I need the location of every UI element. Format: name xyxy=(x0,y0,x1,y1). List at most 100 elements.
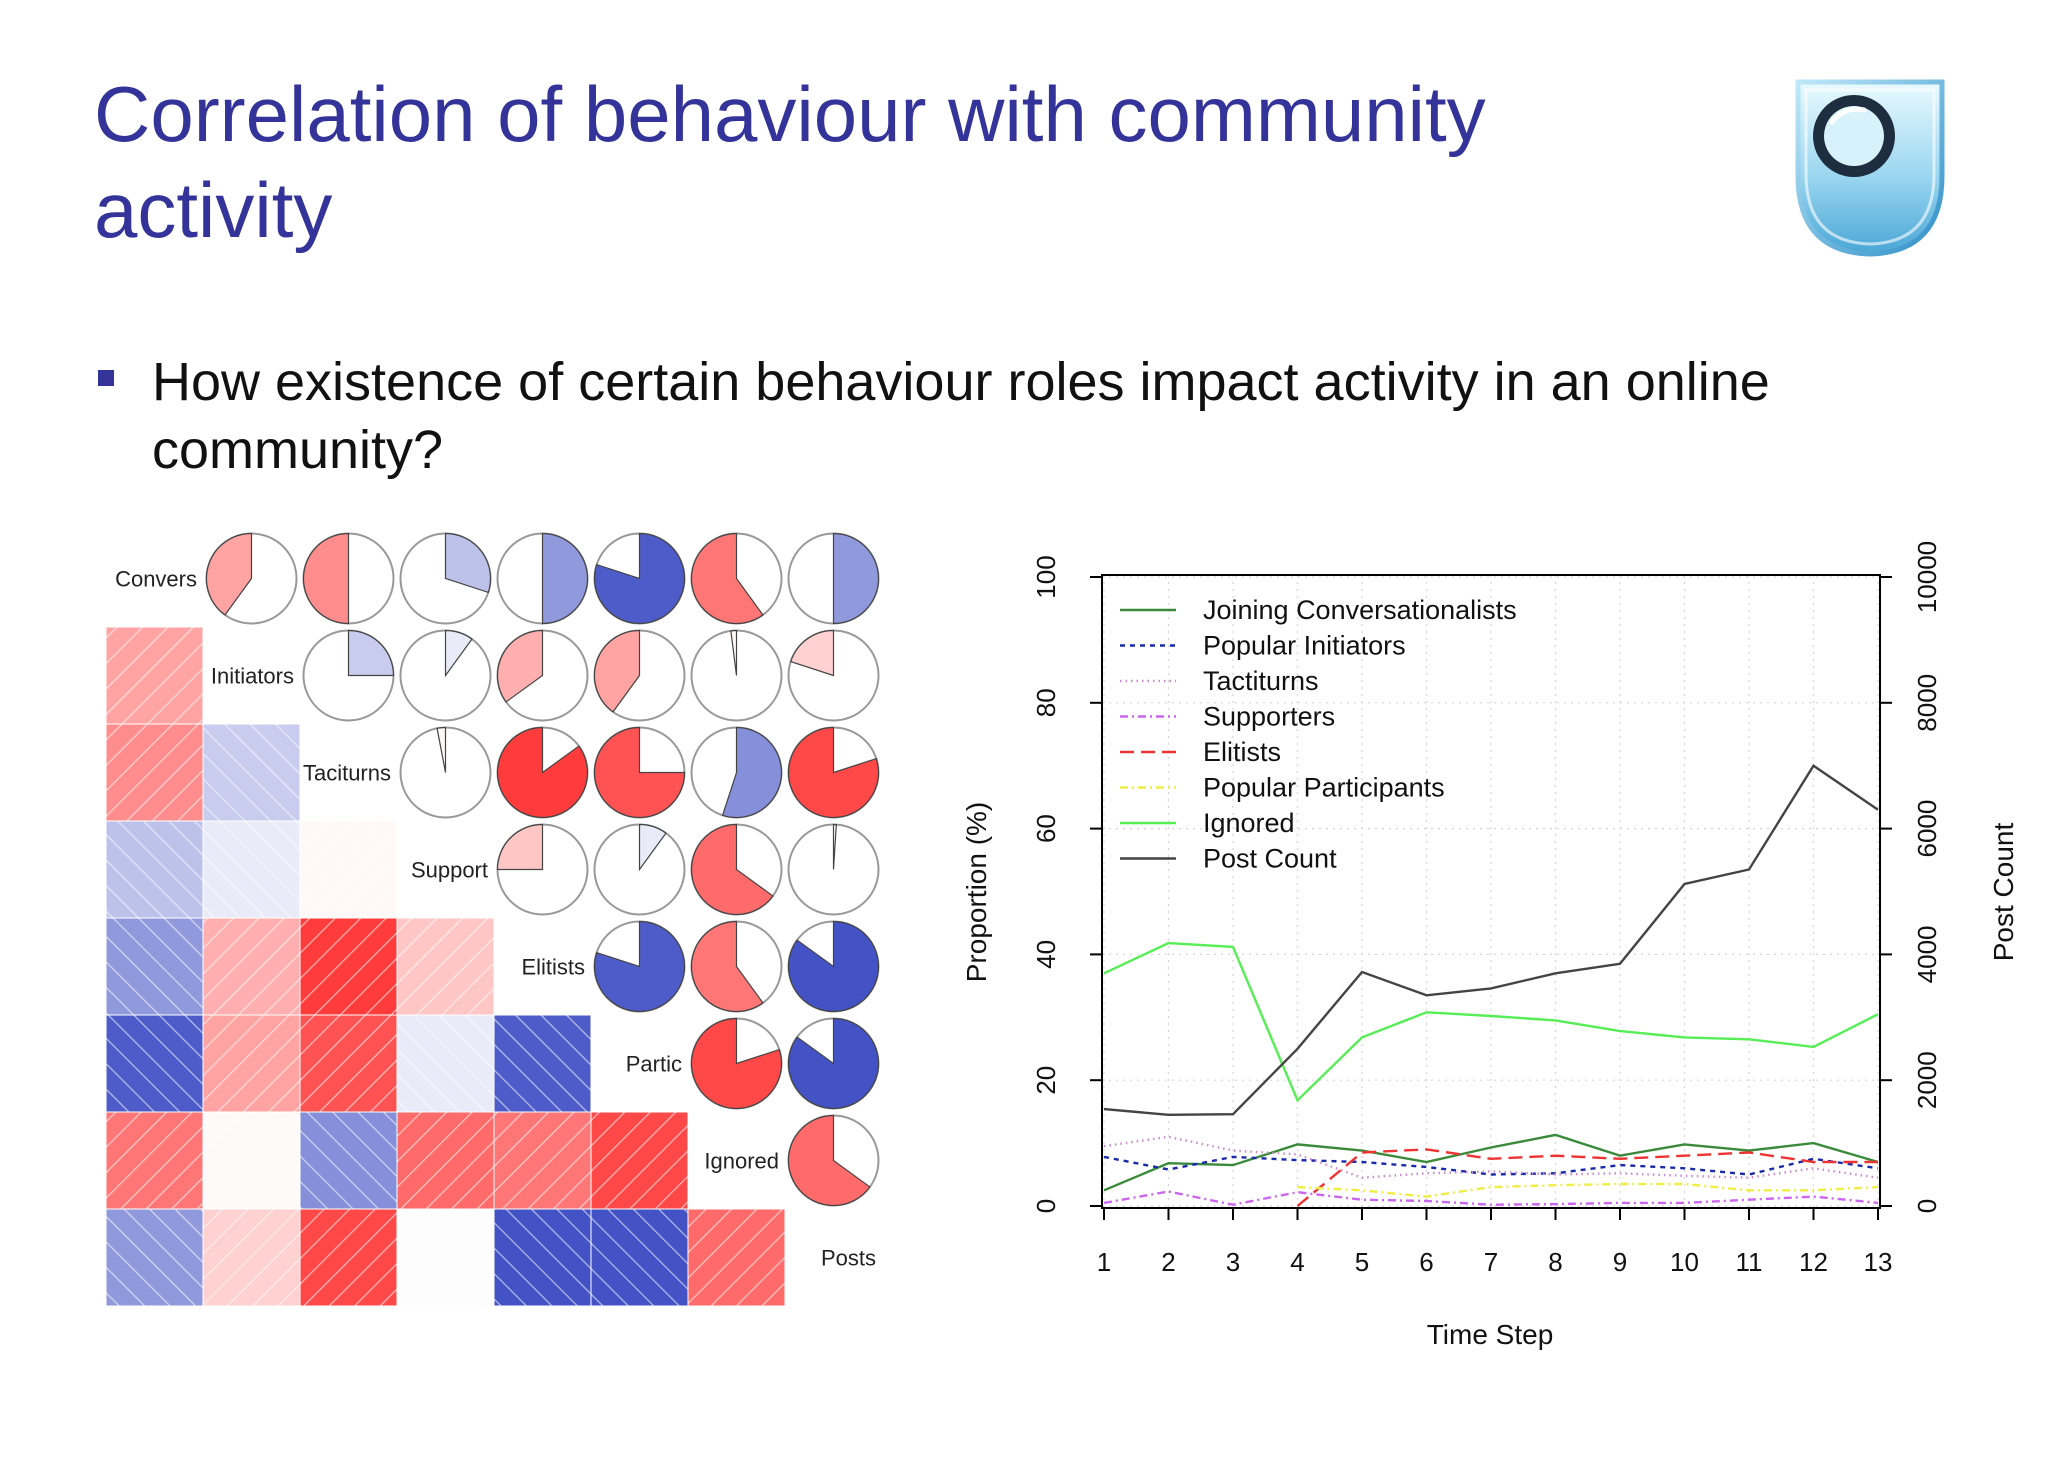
corr-pie-taciturns-elitists xyxy=(496,726,589,819)
corr-pie-taciturns-partic xyxy=(593,726,686,819)
slide-title: Correlation of behaviour with community … xyxy=(94,70,1486,254)
corr-pie-elitists-partic xyxy=(593,920,686,1013)
x-tick-label: 2 xyxy=(1161,1247,1175,1277)
corr-square-hatch xyxy=(203,918,300,1015)
corr-square-hatch xyxy=(397,918,494,1015)
corr-pie-initiators-elitists xyxy=(496,629,589,722)
y-tick-label: 80 xyxy=(1031,688,1061,717)
corr-pie-taciturns-posts xyxy=(787,726,880,819)
corr-square-hatch xyxy=(591,1112,688,1209)
x-tick-label: 12 xyxy=(1799,1247,1828,1277)
time-step-line-chart: 1 2 3 4 5 6 7 8 9 10 11 12 1302040608010002000400060… xyxy=(961,541,2019,1350)
corr-pie-initiators-partic xyxy=(593,629,686,722)
corr-pie-initiators-taciturns xyxy=(302,629,395,722)
x-tick-label: 1 xyxy=(1097,1247,1111,1277)
corr-pie-convers-taciturns xyxy=(302,532,395,625)
corr-pie-convers-elitists xyxy=(496,532,589,625)
corr-pie-taciturns-ignored xyxy=(690,726,783,819)
correlation-matrix-chart: Convers Initiators Taciturns Support Elitist… xyxy=(105,532,880,1307)
corr-square-hatch xyxy=(688,1209,785,1306)
y-right-tick-label: 2000 xyxy=(1912,1051,1942,1109)
corr-square-hatch xyxy=(494,1015,591,1112)
corr-square-hatch xyxy=(106,627,203,724)
corr-square-hatch xyxy=(300,1209,397,1306)
corr-square-hatch xyxy=(203,1015,300,1112)
corr-square-hatch xyxy=(591,1209,688,1306)
corr-pie-initiators-posts xyxy=(787,629,880,722)
series-line-elitists xyxy=(1296,1148,1878,1207)
variable-label-elitists: Elitists xyxy=(521,955,585,980)
y-tick-label: 40 xyxy=(1031,940,1061,969)
corr-pie-convers-ignored xyxy=(690,532,783,625)
variable-label-support: Support xyxy=(411,858,488,883)
y-tick-label: 100 xyxy=(1031,555,1061,598)
corr-square-hatch xyxy=(397,1015,494,1112)
corr-square-hatch xyxy=(106,724,203,821)
legend-label-ignored: Ignored xyxy=(1203,808,1295,838)
corr-pie-support-partic xyxy=(593,823,686,916)
legend-label-joining-conversationalists: Joining Conversationalists xyxy=(1203,595,1517,625)
series-line-popular-initiators xyxy=(1103,1155,1879,1176)
corr-square-hatch xyxy=(397,1112,494,1209)
x-tick-label: 5 xyxy=(1355,1247,1369,1277)
corr-pie-initiators-ignored xyxy=(690,629,783,722)
corr-square-hatch xyxy=(106,1209,203,1306)
legend-label-popular-initiators: Popular Initiators xyxy=(1203,631,1406,661)
x-tick-label: 13 xyxy=(1864,1247,1893,1277)
y-right-axis-label: Post Count xyxy=(1988,823,2019,962)
corr-square-hatch xyxy=(203,724,300,821)
corr-square-hatch xyxy=(203,821,300,918)
corr-pie-convers-posts xyxy=(787,532,880,625)
corr-square-hatch xyxy=(300,1015,397,1112)
corr-square-hatch xyxy=(106,918,203,1015)
legend-label-tactiturns: Tactiturns xyxy=(1203,666,1319,696)
y-right-tick-label: 10000 xyxy=(1912,541,1942,613)
corr-pie-partic-posts xyxy=(787,1017,880,1110)
corr-pie-convers-initiators xyxy=(205,532,298,625)
x-tick-label: 11 xyxy=(1736,1247,1763,1277)
series-line-supporters xyxy=(1103,1190,1879,1206)
variable-label-ignored: Ignored xyxy=(704,1149,779,1174)
y-tick-label: 20 xyxy=(1031,1066,1061,1095)
corr-pie-convers-partic xyxy=(593,532,686,625)
corr-square-hatch xyxy=(300,821,397,918)
series-line-post-count xyxy=(1103,764,1879,1117)
corr-pie-convers-support xyxy=(399,532,492,625)
x-tick-label: 8 xyxy=(1548,1247,1562,1277)
corr-square-hatch xyxy=(494,1112,591,1209)
y-tick-label: 0 xyxy=(1031,1199,1061,1213)
y-axis-label: Proportion (%) xyxy=(961,802,992,983)
open-university-shield-icon xyxy=(1795,79,1945,257)
series-line-popular-participants xyxy=(1297,1182,1879,1198)
corr-pie-initiators-support xyxy=(399,629,492,722)
variable-label-taciturns: Taciturns xyxy=(303,761,391,786)
corr-pie-support-ignored xyxy=(690,823,783,916)
x-tick-label: 6 xyxy=(1419,1247,1433,1277)
bullet-text: How existence of certain behaviour roles… xyxy=(152,352,1770,480)
y-right-tick-label: 8000 xyxy=(1912,674,1942,732)
x-tick-label: 4 xyxy=(1290,1247,1304,1277)
x-axis-label: Time Step xyxy=(1427,1319,1554,1350)
legend-label-post-count: Post Count xyxy=(1203,844,1337,874)
x-tick-label: 3 xyxy=(1226,1247,1240,1277)
x-tick-label: 7 xyxy=(1484,1247,1498,1277)
y-right-tick-label: 0 xyxy=(1912,1199,1942,1213)
corr-pie-taciturns-support xyxy=(399,726,492,819)
corr-pie-ignored-posts xyxy=(787,1114,880,1207)
corr-pie-elitists-ignored xyxy=(690,920,783,1013)
corr-square-hatch xyxy=(397,1209,494,1306)
corr-square-hatch xyxy=(494,1209,591,1306)
corr-square-hatch xyxy=(106,1112,203,1209)
legend-label-supporters: Supporters xyxy=(1203,702,1335,732)
x-tick-label: 9 xyxy=(1613,1247,1627,1277)
corr-square-hatch xyxy=(203,1209,300,1306)
corr-square-hatch xyxy=(203,1112,300,1209)
corr-square-hatch xyxy=(106,1015,203,1112)
variable-label-convers: Convers xyxy=(115,567,197,592)
corr-square-hatch xyxy=(106,821,203,918)
y-tick-label: 60 xyxy=(1031,814,1061,843)
legend-label-popular-participants: Popular Participants xyxy=(1203,773,1445,803)
bullet-square-icon xyxy=(98,370,114,386)
corr-square-hatch xyxy=(300,918,397,1015)
corr-pie-support-elitists xyxy=(496,823,589,916)
